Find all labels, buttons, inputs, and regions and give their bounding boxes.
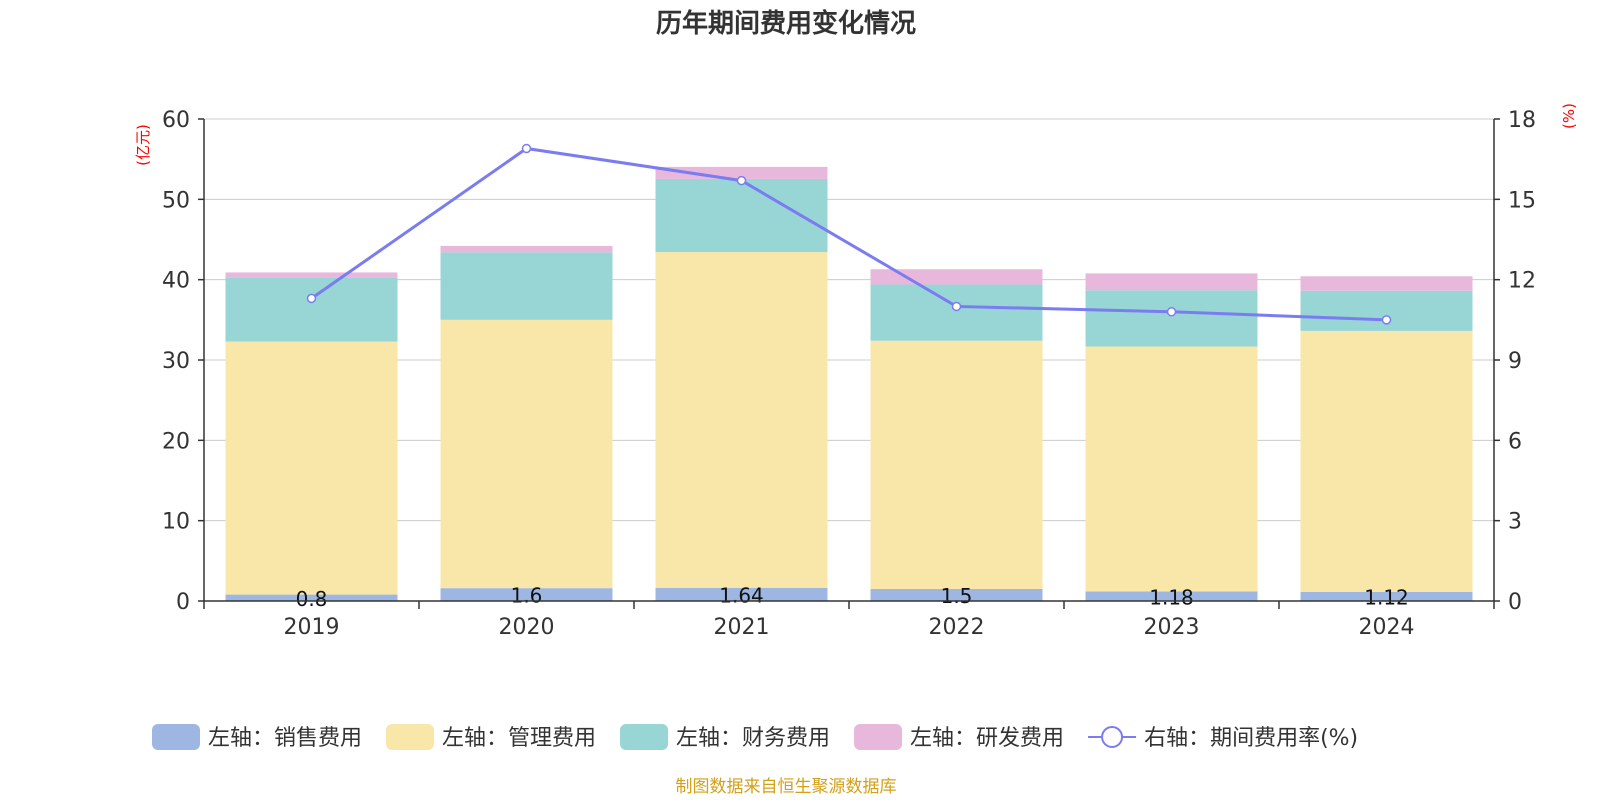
legend-swatch [854, 724, 903, 750]
x-tick-label: 2024 [1359, 615, 1415, 640]
legend-item[interactable]: 左轴：研发费用 [854, 724, 1064, 751]
rate-line [306, 143, 1392, 325]
right-tick-label: 6 [1508, 429, 1522, 454]
right-tick-label: 12 [1508, 269, 1536, 294]
left-tick-label: 10 [162, 510, 190, 535]
bar-data-label: 1.64 [719, 583, 764, 607]
bar-segment[interactable] [1085, 591, 1258, 601]
left-tick-label: 50 [162, 188, 190, 213]
x-tick-label: 2020 [499, 615, 555, 640]
legend-label: 左轴：销售费用 [208, 726, 362, 751]
bar-segment[interactable] [870, 340, 1043, 589]
rate-point[interactable] [951, 301, 962, 312]
bar-segment[interactable] [1300, 592, 1473, 601]
rate-point[interactable] [1381, 315, 1392, 325]
source-note: 制图数据来自恒生聚源数据库 [676, 777, 897, 797]
bar-segment[interactable] [440, 319, 613, 589]
bar-data-label: 1.6 [511, 584, 543, 608]
left-tick-label: 40 [162, 269, 190, 294]
legend-swatch [620, 724, 669, 750]
x-tick-label: 2023 [1144, 615, 1200, 640]
legend-item[interactable]: 右轴：期间费用率(%) [1088, 726, 1358, 751]
bar-segment[interactable] [1085, 273, 1258, 291]
left-tick-label: 30 [162, 349, 190, 374]
right-tick-label: 9 [1508, 349, 1522, 374]
bar-segment[interactable] [655, 252, 828, 588]
bar-segment[interactable] [655, 166, 828, 179]
bar-segment[interactable] [870, 588, 1043, 601]
left-tick-label: 60 [162, 108, 190, 133]
rate-line-path [310, 146, 1387, 322]
legend-item[interactable]: 左轴：财务费用 [620, 724, 830, 751]
bar-segment[interactable] [440, 245, 613, 253]
rate-point[interactable] [521, 143, 532, 154]
legend[interactable]: 左轴：销售费用 左轴：管理费用 左轴：财务费用 左轴：研发费用 右轴：期间费用率(%) [152, 724, 1358, 751]
bars [225, 166, 1473, 601]
bar-segment[interactable] [1085, 346, 1258, 592]
legend-label: 右轴：期间费用率(%) [1144, 726, 1358, 751]
x-tick-label: 2021 [714, 615, 770, 640]
legend-label: 左轴：财务费用 [676, 726, 830, 751]
legend-item[interactable]: 左轴：管理费用 [386, 724, 596, 751]
x-tick-label: 2019 [284, 615, 340, 640]
left-axis-unit: (亿元) [134, 124, 152, 166]
bar-segment[interactable] [225, 341, 398, 595]
x-tick-label: 2022 [929, 615, 985, 640]
grid-lines [204, 118, 1494, 522]
bar-segment[interactable] [225, 594, 398, 601]
bar-segment[interactable] [870, 284, 1043, 341]
rate-point[interactable] [736, 175, 747, 186]
right-tick-label: 0 [1508, 590, 1522, 615]
bar-segment[interactable] [1300, 276, 1473, 291]
bar-segment[interactable] [1085, 290, 1258, 347]
axes: 0 10 20 30 40 50 60 0 3 6 9 12 15 18 2019 2020 2021 2022 2… [162, 108, 1536, 640]
right-tick-label: 15 [1508, 188, 1536, 213]
bar-segment[interactable] [1300, 290, 1473, 331]
bar-segment[interactable] [225, 272, 398, 278]
left-tick-label: 20 [162, 429, 190, 454]
chart-title: 历年期间费用变化情况 [656, 8, 916, 39]
right-tick-label: 3 [1508, 510, 1522, 535]
legend-swatch [152, 724, 200, 750]
legend-label: 左轴：研发费用 [910, 726, 1064, 751]
bar-segment[interactable] [440, 252, 613, 320]
bar-labels: 0.8 1.6 1.64 1.5 1.18 1.12 [296, 583, 1409, 610]
right-tick-label: 18 [1508, 108, 1536, 133]
legend-item[interactable]: 左轴：销售费用 [152, 724, 362, 751]
legend-label: 左轴：管理费用 [442, 726, 596, 751]
rate-point[interactable] [306, 293, 317, 304]
bar-data-label: 1.5 [941, 584, 973, 608]
bar-data-label: 1.18 [1149, 585, 1194, 609]
bar-data-label: 0.8 [296, 587, 328, 611]
rate-point[interactable] [1166, 307, 1177, 317]
legend-marker [1101, 726, 1124, 748]
left-tick-label: 0 [176, 590, 190, 615]
legend-swatch [386, 724, 435, 750]
bar-segment[interactable] [655, 587, 828, 601]
bar-data-label: 1.12 [1364, 586, 1409, 610]
right-axis-unit: (%) [1560, 103, 1578, 129]
bar-segment[interactable] [225, 277, 398, 342]
bar-segment[interactable] [1300, 330, 1473, 593]
bar-segment[interactable] [440, 588, 613, 601]
